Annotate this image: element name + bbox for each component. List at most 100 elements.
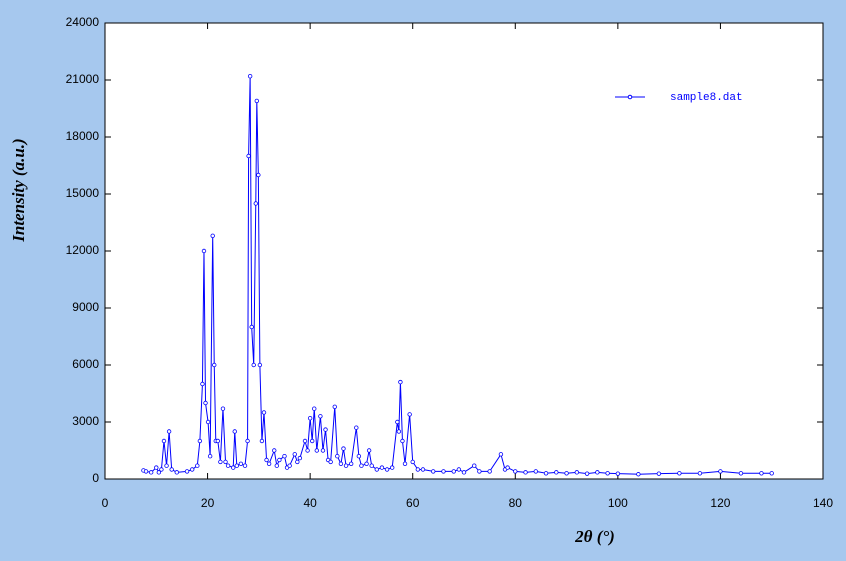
x-tick-label: 40 bbox=[303, 496, 317, 510]
data-point bbox=[203, 400, 208, 406]
data-point bbox=[297, 455, 303, 461]
data-point bbox=[615, 471, 621, 476]
data-point bbox=[309, 438, 315, 444]
data-point bbox=[410, 459, 415, 465]
legend-marker bbox=[627, 94, 633, 100]
data-point bbox=[738, 471, 744, 476]
data-point bbox=[232, 429, 237, 434]
y-tick-label: 21000 bbox=[66, 72, 100, 86]
data-point bbox=[498, 452, 504, 457]
data-point bbox=[169, 467, 174, 472]
data-point bbox=[318, 414, 323, 419]
data-point bbox=[402, 461, 408, 466]
data-point bbox=[220, 406, 226, 411]
data-point bbox=[249, 324, 254, 330]
data-point bbox=[212, 362, 217, 368]
data-point bbox=[251, 362, 256, 368]
data-point bbox=[215, 438, 221, 444]
data-point bbox=[277, 457, 282, 463]
data-point bbox=[374, 467, 380, 472]
data-point bbox=[159, 467, 164, 472]
data-point bbox=[242, 463, 248, 468]
data-point bbox=[366, 448, 372, 453]
data-point bbox=[161, 438, 167, 444]
data-point bbox=[718, 469, 723, 474]
data-point bbox=[307, 416, 313, 421]
data-point bbox=[415, 467, 421, 472]
data-point bbox=[533, 469, 538, 474]
y-tick-label: 9000 bbox=[72, 300, 99, 314]
data-point bbox=[253, 201, 258, 206]
data-point bbox=[272, 448, 277, 453]
data-point bbox=[554, 470, 559, 475]
data-point bbox=[364, 461, 369, 466]
data-point bbox=[247, 73, 253, 79]
data-point bbox=[564, 471, 569, 476]
data-point bbox=[231, 465, 236, 470]
data-point bbox=[369, 463, 374, 468]
x-tick-label: 140 bbox=[813, 496, 833, 510]
data-point bbox=[697, 471, 703, 476]
data-point bbox=[398, 379, 403, 385]
plot-area bbox=[104, 22, 824, 480]
data-point bbox=[356, 454, 362, 459]
data-point bbox=[305, 448, 310, 453]
data-point bbox=[677, 471, 682, 476]
y-tick-label: 15000 bbox=[66, 186, 100, 200]
x-tick-label: 60 bbox=[406, 496, 420, 510]
data-point bbox=[332, 404, 337, 409]
data-point bbox=[451, 469, 456, 474]
data-point bbox=[261, 410, 267, 415]
data-point bbox=[266, 461, 272, 466]
data-point bbox=[207, 454, 213, 459]
data-point bbox=[395, 419, 400, 425]
data-point bbox=[320, 448, 326, 453]
data-point bbox=[314, 448, 320, 453]
data-point bbox=[287, 463, 292, 468]
data-point bbox=[656, 471, 662, 476]
data-point bbox=[195, 463, 200, 468]
x-tick-label: 0 bbox=[102, 496, 109, 510]
data-point bbox=[223, 459, 228, 465]
data-point bbox=[584, 471, 590, 476]
data-point bbox=[184, 469, 190, 474]
data-point bbox=[487, 469, 492, 474]
data-point bbox=[472, 463, 477, 468]
data-point bbox=[143, 469, 149, 474]
data-point bbox=[396, 429, 402, 434]
data-point bbox=[420, 467, 426, 472]
data-point bbox=[359, 463, 364, 468]
data-point bbox=[246, 153, 251, 159]
data-point bbox=[461, 470, 467, 475]
x-tick-label: 120 bbox=[710, 496, 730, 510]
data-point bbox=[354, 425, 359, 430]
data-point bbox=[189, 467, 195, 472]
data-point bbox=[282, 454, 287, 459]
data-point bbox=[769, 471, 774, 476]
data-point bbox=[210, 233, 215, 238]
data-point bbox=[338, 461, 344, 466]
data-point bbox=[574, 470, 580, 475]
data-point bbox=[197, 438, 203, 444]
y-axis-label: Intensity (a.u.) bbox=[9, 138, 28, 242]
data-point bbox=[174, 470, 179, 475]
data-point bbox=[218, 459, 223, 465]
data-point bbox=[390, 465, 395, 470]
data-point bbox=[245, 438, 250, 444]
data-point bbox=[456, 467, 462, 472]
y-tick-label: 12000 bbox=[66, 243, 100, 257]
data-point bbox=[259, 438, 265, 444]
data-point bbox=[431, 469, 436, 474]
data-point bbox=[505, 465, 510, 470]
y-tick-label: 24000 bbox=[66, 15, 100, 29]
data-point bbox=[400, 438, 405, 444]
y-tick-label: 6000 bbox=[72, 357, 99, 371]
data-point bbox=[154, 465, 159, 470]
data-point bbox=[312, 406, 317, 411]
data-point bbox=[348, 461, 354, 466]
data-point bbox=[148, 470, 154, 475]
data-point bbox=[166, 429, 172, 434]
data-point bbox=[523, 470, 528, 475]
data-point bbox=[225, 463, 231, 468]
